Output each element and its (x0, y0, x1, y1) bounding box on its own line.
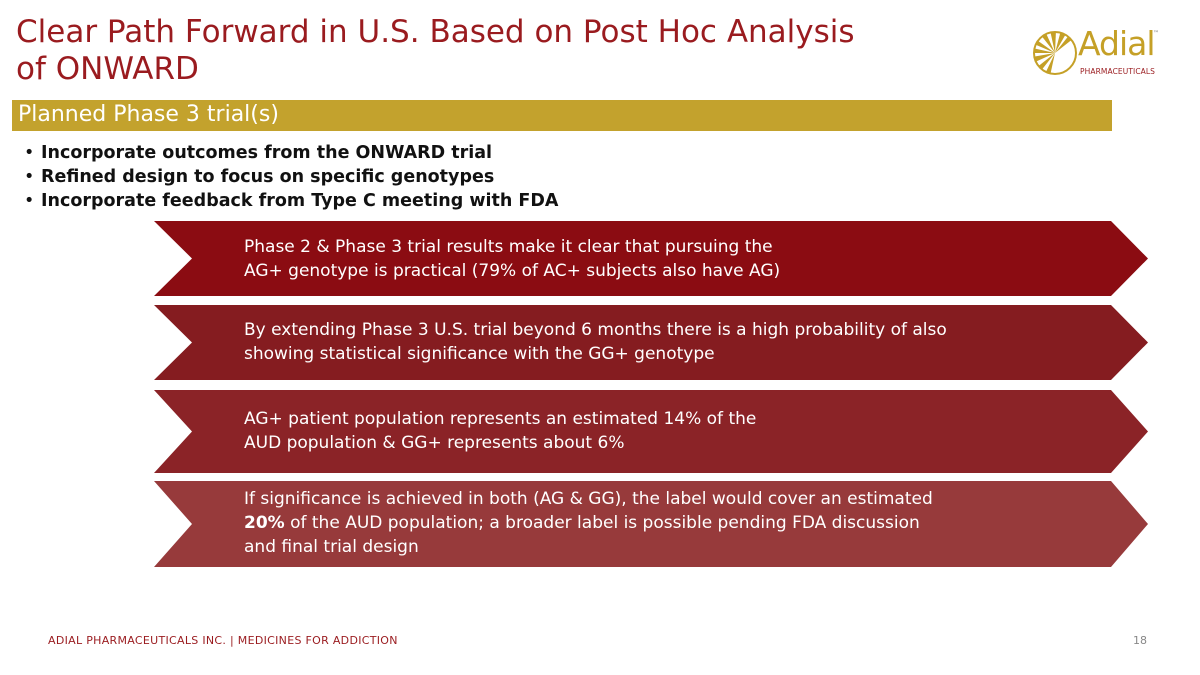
chevron-text: If significance is achieved in both (AG … (244, 487, 1088, 559)
chevron-text-line: showing statistical significance with th… (244, 344, 715, 364)
chevron-text-line: AG+ patient population represents an est… (244, 409, 757, 429)
chevron-text-line: AUD population & GG+ represents about 6% (244, 433, 625, 453)
footer-company-tagline: ADIAL PHARMACEUTICALS INC. | MEDICINES F… (48, 634, 398, 647)
page-number: 18 (1133, 634, 1147, 647)
chevron-text-line: and final trial design (244, 537, 419, 557)
bullet-item: Incorporate feedback from Type C meeting… (24, 189, 558, 213)
highlighted-percentage: 20% (244, 513, 285, 533)
logo-wordmark: Adial (1078, 24, 1156, 63)
slide-title-line-1: Clear Path Forward in U.S. Based on Post… (16, 14, 855, 50)
chevron-text-line: By extending Phase 3 U.S. trial beyond 6… (244, 320, 947, 340)
chevron-text-line: AG+ genotype is practical (79% of AC+ su… (244, 261, 781, 281)
sunburst-logo-icon (1033, 31, 1077, 75)
chevron-arrow-4: If significance is achieved in both (AG … (154, 481, 1148, 567)
section-heading: Planned Phase 3 trial(s) (18, 102, 279, 127)
chevron-text-line: Phase 2 & Phase 3 trial results make it … (244, 237, 773, 257)
logo-subtitle: PHARMACEUTICALS (1080, 67, 1156, 76)
slide-title-line-2: of ONWARD (16, 51, 199, 87)
chevron-text-fragment: of the AUD population; a broader label i… (284, 513, 920, 533)
bullet-list: Incorporate outcomes from the ONWARD tri… (24, 141, 558, 213)
chevron-text: AG+ patient population represents an est… (244, 407, 1088, 455)
chevron-arrow-3: AG+ patient population represents an est… (154, 390, 1148, 473)
chevron-text-line: 20% of the AUD population; a broader lab… (244, 511, 1088, 535)
chevron-arrow-1: Phase 2 & Phase 3 trial results make it … (154, 221, 1148, 296)
company-logo: Adial ™ PHARMACEUTICALS (1032, 24, 1162, 80)
bullet-item: Incorporate outcomes from the ONWARD tri… (24, 141, 558, 165)
chevron-text: By extending Phase 3 U.S. trial beyond 6… (244, 318, 1088, 366)
section-heading-bar: Planned Phase 3 trial(s) (12, 100, 1112, 131)
chevron-text-line: If significance is achieved in both (AG … (244, 489, 933, 509)
bullet-item: Refined design to focus on specific geno… (24, 165, 558, 189)
logo-trademark: ™ (1153, 30, 1159, 37)
slide-title: Clear Path Forward in U.S. Based on Post… (16, 14, 976, 88)
chevron-arrow-2: By extending Phase 3 U.S. trial beyond 6… (154, 305, 1148, 380)
chevron-text: Phase 2 & Phase 3 trial results make it … (244, 235, 1088, 283)
